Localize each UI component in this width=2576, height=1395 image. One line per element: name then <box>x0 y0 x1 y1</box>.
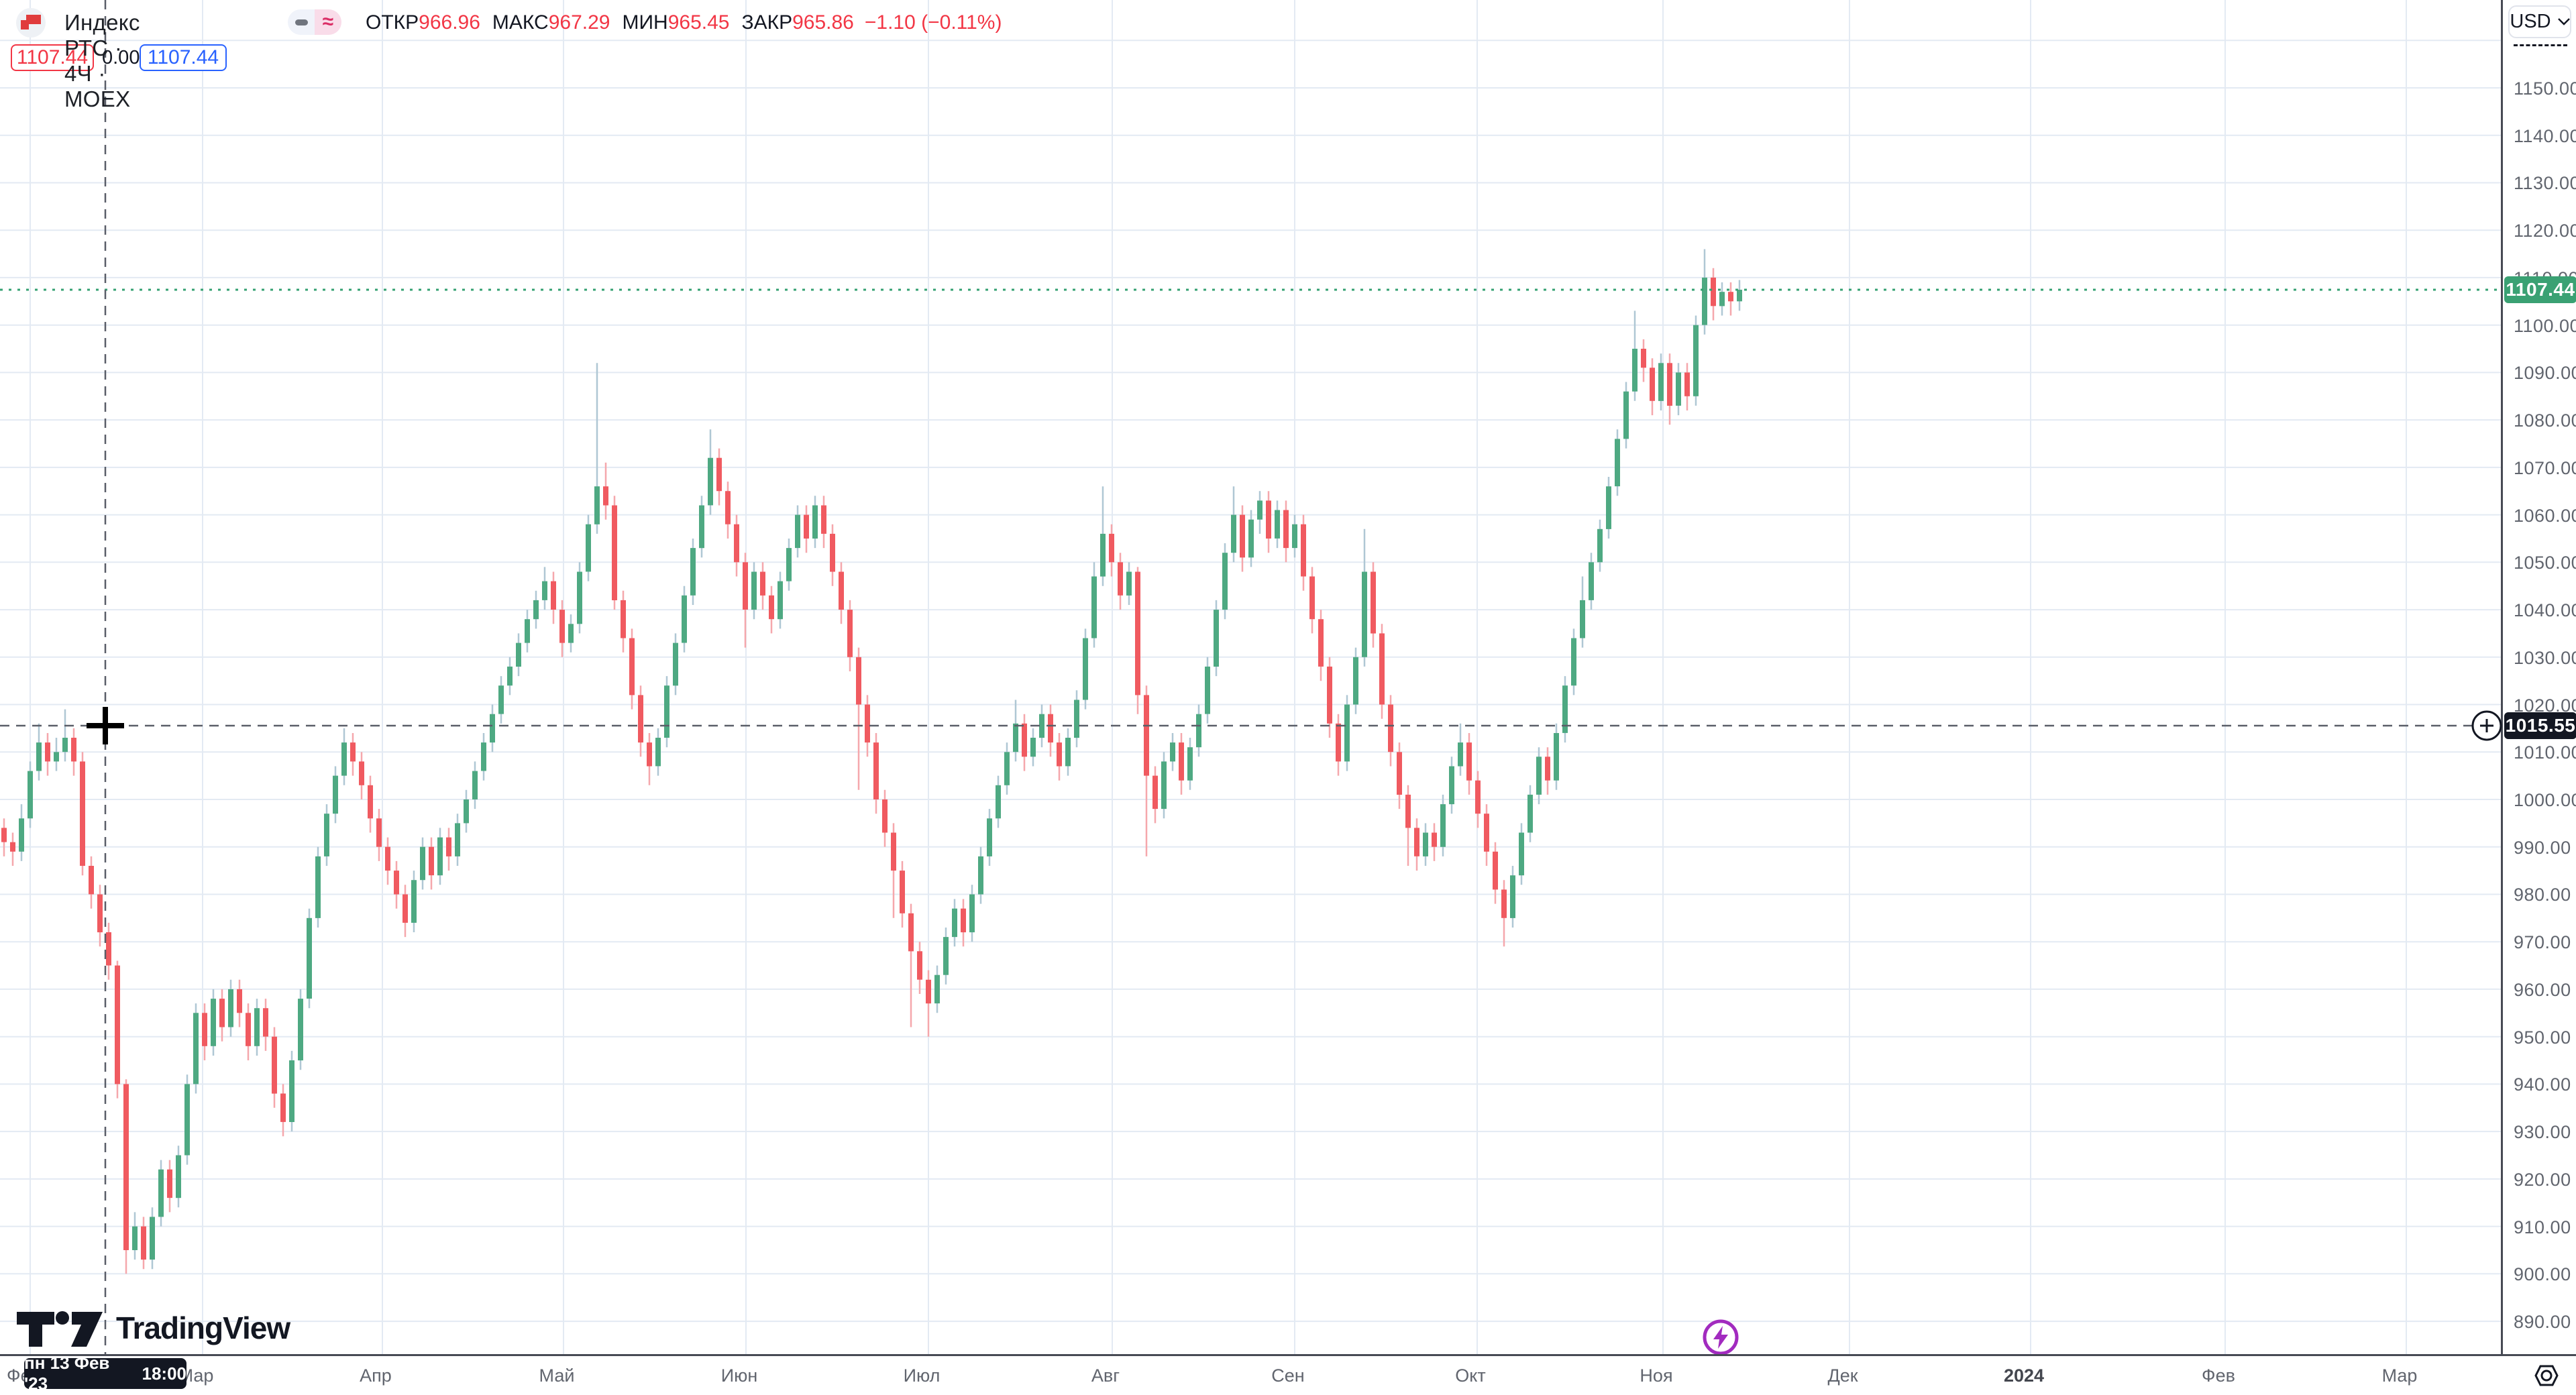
legend-toggle-pills[interactable]: ≈ <box>288 9 341 35</box>
month-tick: Ноя <box>1640 1365 1673 1386</box>
wave-pill[interactable]: ≈ <box>315 9 341 35</box>
price-tick: 1020.00 <box>2514 695 2576 716</box>
low-value: 965.45 <box>667 11 730 34</box>
pnl-value: 0.00 <box>102 47 140 68</box>
candlestick-chart[interactable] <box>0 0 2501 1354</box>
month-tick: Июн <box>720 1365 758 1386</box>
high-value: 967.29 <box>548 11 610 34</box>
crosshair-time-tooltip: пн 13 Фев '23 18:00 <box>24 1353 187 1394</box>
month-tick: Окт <box>1455 1365 1486 1386</box>
price-tick: 1050.00 <box>2514 553 2576 573</box>
price-tick: 950.00 <box>2514 1027 2571 1048</box>
month-tick: Май <box>539 1365 575 1386</box>
axis-dashed-marker <box>2514 44 2567 46</box>
price-tick: 900.00 <box>2514 1264 2571 1285</box>
price-tick: 1080.00 <box>2514 410 2576 431</box>
change-value: −1.10 (−0.11%) <box>864 11 1002 34</box>
price-axis[interactable]: USD 1150.001140.001130.001120.001110.001… <box>2501 0 2576 1354</box>
close-value: 965.86 <box>792 11 854 34</box>
last-price-badge: 1107.44 <box>2504 276 2576 304</box>
add-alert-button[interactable] <box>2470 709 2504 746</box>
order-price-badge[interactable]: 1107.44 <box>140 44 227 71</box>
hexagon-nut-icon <box>2534 1365 2559 1386</box>
month-tick: Авг <box>1091 1365 1120 1386</box>
open-label: ОТКР <box>366 11 419 34</box>
tradingview-logo[interactable]: TradingView <box>17 1308 290 1348</box>
crosshair-price-badge: 1015.55 <box>2504 712 2576 739</box>
tradingview-mark-icon <box>17 1311 103 1347</box>
year-tick: 2024 <box>2003 1365 2045 1386</box>
chart-pane[interactable]: TradingView <box>0 0 2501 1354</box>
price-tick: 920.00 <box>2514 1169 2571 1190</box>
price-tick: 1070.00 <box>2514 457 2576 478</box>
month-tick: Мар <box>2381 1365 2418 1386</box>
price-tick: 1040.00 <box>2514 600 2576 621</box>
tradingview-wordmark: TradingView <box>116 1310 290 1345</box>
price-tick: 1120.00 <box>2514 221 2576 241</box>
crosshair-cursor-icon <box>87 707 124 744</box>
open-value: 966.96 <box>419 11 480 34</box>
price-tick: 1130.00 <box>2514 173 2576 194</box>
price-tick: 1060.00 <box>2514 505 2576 526</box>
ohlc-values: ОТКР 966.96 МАКС 967.29 МИН 965.45 ЗАКР 965.… <box>366 11 1002 34</box>
price-tick: 930.00 <box>2514 1122 2571 1143</box>
price-tick: 1000.00 <box>2514 789 2576 810</box>
lightning-event-icon[interactable] <box>1701 1317 1741 1354</box>
time-axis[interactable]: Фев Мар Апр Май Июн Июл Авг Сен Окт Ноя Дек 2024 Фев… <box>0 1353 2576 1395</box>
price-tick: 980.00 <box>2514 885 2571 905</box>
price-tick: 1030.00 <box>2514 647 2576 668</box>
high-label: МАКС <box>492 11 549 34</box>
price-tick: 970.00 <box>2514 932 2571 953</box>
month-tick: Июл <box>903 1365 941 1386</box>
price-tick: 1150.00 <box>2514 78 2576 99</box>
month-tick: Сен <box>1271 1365 1305 1386</box>
symbol-title[interactable]: Индекс РТС · 4Ч · MOEX <box>64 10 140 111</box>
close-label: ЗАКР <box>741 11 793 34</box>
symbol-logo[interactable] <box>16 8 46 38</box>
month-tick: Апр <box>360 1365 392 1386</box>
alert-price-badge[interactable]: 1107.44 <box>11 44 94 71</box>
approx-icon: ≈ <box>322 11 334 33</box>
chevron-down-icon <box>2557 18 2570 25</box>
price-tick: 1090.00 <box>2514 363 2576 384</box>
rts-flag-icon <box>21 15 41 30</box>
currency-button[interactable]: USD <box>2508 5 2571 38</box>
price-tick: 990.00 <box>2514 837 2571 858</box>
hide-indicator-pill[interactable] <box>288 9 315 35</box>
price-tick: 1140.00 <box>2514 125 2576 146</box>
month-tick: Дек <box>1827 1365 1858 1386</box>
low-label: МИН <box>622 11 668 34</box>
price-tick: 890.00 <box>2514 1312 2571 1333</box>
minus-icon <box>294 19 308 25</box>
month-tick: Фев <box>2202 1365 2235 1386</box>
price-tick: 1100.00 <box>2514 315 2576 336</box>
price-tick: 910.00 <box>2514 1217 2571 1237</box>
currency-label: USD <box>2510 11 2551 32</box>
price-tick: 1010.00 <box>2514 742 2576 763</box>
price-tick: 940.00 <box>2514 1074 2571 1095</box>
tooltip-date: пн 13 Фев '23 <box>24 1353 110 1394</box>
tooltip-time: 18:00 <box>142 1363 187 1384</box>
timezone-settings-button[interactable] <box>2530 1361 2563 1393</box>
price-tick: 960.00 <box>2514 979 2571 1000</box>
